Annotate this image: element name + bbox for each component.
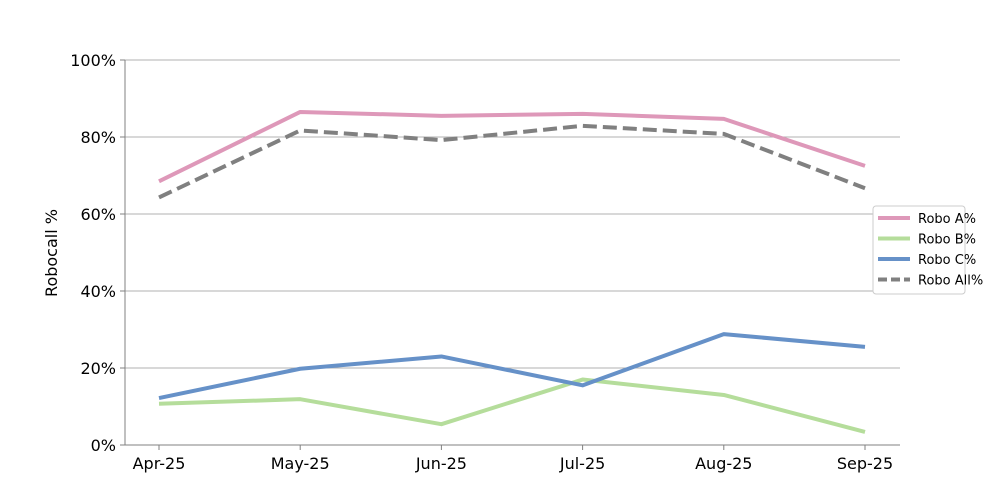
y-tick-label: 0% <box>91 436 116 455</box>
legend-label: Robo C% <box>918 253 976 268</box>
legend-label: Robo All% <box>918 274 983 289</box>
x-tick-label: Jun-25 <box>415 454 467 473</box>
tick-labels: 0% 20% 40% 60% 80% 100% Apr-25 May-25 Jun-25 Jul-… <box>70 51 893 473</box>
axes <box>120 59 900 450</box>
y-tick-label: 60% <box>80 205 116 224</box>
series-line-robo-c <box>158 332 866 400</box>
legend-label: Robo B% <box>918 233 976 248</box>
gridlines <box>125 59 900 369</box>
series-line-robo-a <box>158 109 866 184</box>
x-tick-label: Aug-25 <box>695 454 752 473</box>
legend-label: Robo A% <box>918 212 976 227</box>
y-tick-label: 80% <box>80 128 116 147</box>
x-tick-label: May-25 <box>271 454 330 473</box>
x-tick-label: Sep-25 <box>837 454 893 473</box>
legend: Robo A% Robo B% Robo C% Robo All% <box>872 205 983 295</box>
series-line-robo-b <box>158 377 866 434</box>
y-tick-label: 20% <box>80 359 116 378</box>
legend-box <box>872 205 966 295</box>
y-tick-label: 100% <box>70 51 116 70</box>
series-lines <box>158 109 866 434</box>
x-tick-label: Jul-25 <box>559 454 605 473</box>
x-tick-label: Apr-25 <box>133 454 186 473</box>
y-tick-label: 40% <box>80 282 116 301</box>
series-line-robo-all <box>158 123 866 200</box>
y-axis-title: Robocall % <box>42 209 61 297</box>
